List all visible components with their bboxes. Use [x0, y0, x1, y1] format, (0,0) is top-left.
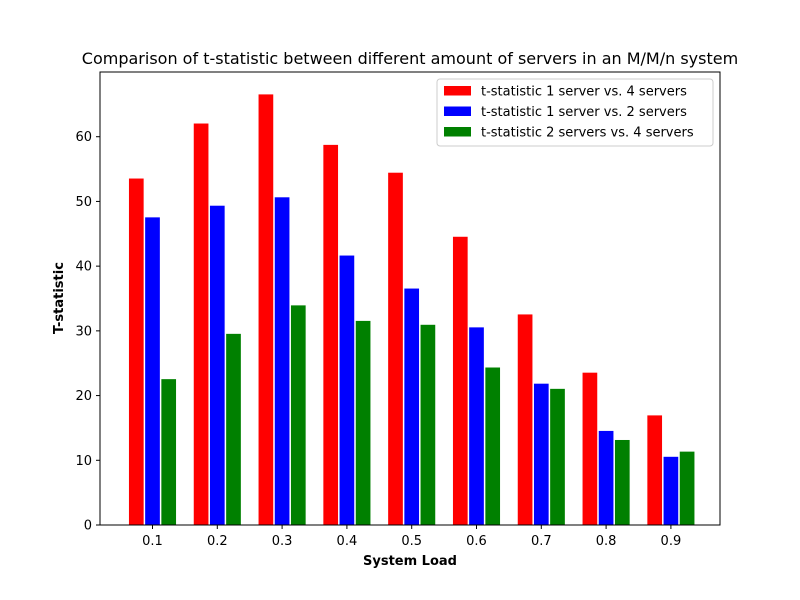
bar-series-3-0.3: [290, 304, 307, 526]
bar-series-2-0.8: [597, 430, 615, 526]
plot-frame: [99, 71, 721, 526]
x-tick-label: 0.7: [531, 534, 552, 549]
bar-series-3-0.1: [160, 378, 177, 526]
bar-series-1-0.2: [192, 122, 210, 526]
bar-series-1-0.3: [257, 93, 275, 526]
x-axis-ticks: 0.1 0.2 0.3 0.4 0.5 0.6 0.7 0.8 0.9: [142, 525, 681, 549]
legend-box: [436, 78, 714, 147]
x-tick-label: 0.3: [272, 534, 293, 549]
bar-series-1-0.1: [128, 177, 145, 526]
x-tick-label: 0.8: [596, 534, 617, 549]
bar-series-1-0.4: [322, 144, 339, 526]
x-axis-label: System Load: [363, 554, 457, 569]
legend-label-2: t-statistic 1 server vs. 2 servers: [481, 105, 687, 120]
bar-series-3-0.5: [419, 323, 437, 526]
bars-layer: [128, 93, 696, 526]
legend-label-1: t-statistic 1 server vs. 4 servers: [481, 85, 687, 100]
y-tick-label: 30: [75, 324, 92, 339]
y-tick-label: 50: [75, 195, 92, 210]
y-tick-label: 10: [75, 454, 92, 469]
y-tick-label: 0: [84, 519, 92, 534]
x-tick-label: 0.2: [207, 534, 228, 549]
bar-series-3-0.4: [354, 320, 372, 526]
bar-series-3-0.8: [614, 439, 631, 526]
bar-series-1-0.6: [452, 235, 469, 526]
bar-series-2-0.1: [144, 216, 161, 526]
bar-series-1-0.8: [581, 371, 599, 526]
x-tick-label: 0.1: [142, 534, 163, 549]
legend-label-3: t-statistic 2 servers vs. 4 servers: [481, 126, 694, 141]
legend: t-statistic 1 server vs. 4 servers t-stat…: [436, 78, 714, 147]
legend-swatch-2: [444, 106, 471, 116]
legend-swatch-3: [444, 127, 471, 137]
legend-swatch-1: [444, 86, 471, 96]
bar-series-2-0.3: [273, 196, 291, 526]
bar-series-1-0.9: [646, 414, 663, 526]
bar-series-2-0.7: [533, 382, 550, 526]
bar-series-3-0.9: [678, 450, 696, 526]
y-axis-label: T-statistic: [52, 262, 67, 334]
bar-series-1-0.7: [516, 313, 534, 526]
x-tick-label: 0.6: [466, 534, 487, 549]
y-tick-label: 40: [75, 260, 92, 275]
y-axis-ticks: 0 10 20 30 40 50 60: [75, 130, 100, 534]
x-tick-label: 0.5: [401, 534, 422, 549]
y-tick-label: 20: [75, 389, 92, 404]
x-tick-label: 0.4: [337, 534, 358, 549]
bar-series-2-0.4: [338, 254, 356, 526]
bar-series-2-0.6: [468, 326, 485, 526]
y-tick-label: 60: [75, 130, 92, 145]
chart-title: Comparison of t-statistic between differ…: [82, 49, 738, 68]
bar-series-2-0.2: [209, 204, 226, 526]
bar-series-2-0.5: [403, 287, 420, 526]
bar-series-3-0.2: [225, 333, 242, 526]
x-tick-label: 0.9: [661, 534, 682, 549]
bar-series-2-0.9: [662, 455, 680, 526]
bar-series-1-0.5: [387, 171, 404, 526]
bar-series-3-0.7: [549, 388, 566, 526]
bar-series-3-0.6: [484, 366, 501, 526]
